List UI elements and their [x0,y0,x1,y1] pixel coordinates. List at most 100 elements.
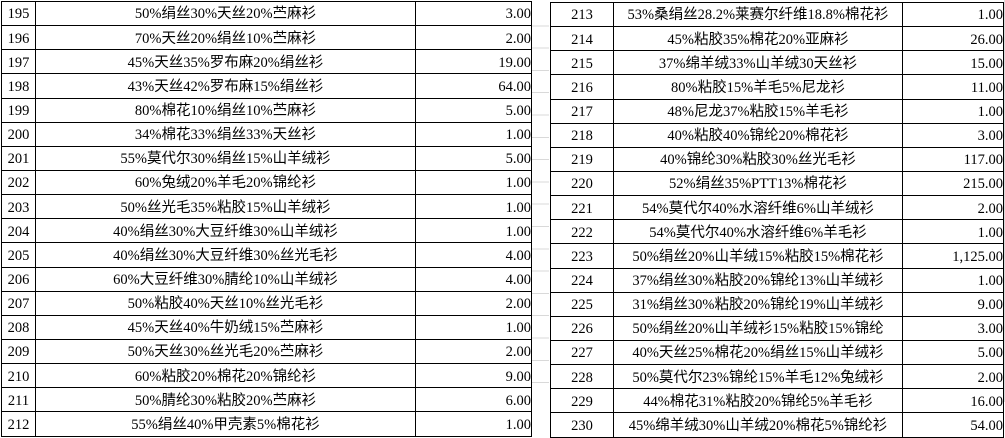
composition-cell[interactable]: 60%粘胶20%棉花20%锦纶衫 [35,363,416,389]
quantity-cell[interactable]: 1.00 [902,1,1004,28]
quantity-cell[interactable]: 54.00 [902,412,1004,438]
quantity-cell[interactable]: 1.00 [415,194,532,220]
row-number-cell[interactable]: 223 [550,243,614,269]
quantity-cell[interactable]: 19.00 [415,49,532,75]
composition-cell[interactable]: 45%绵羊绒30%山羊绒20%棉花5%锦纶衫 [613,412,903,438]
row-number-cell[interactable]: 221 [550,195,614,221]
quantity-cell[interactable]: 9.00 [415,363,532,389]
quantity-cell[interactable]: 1.00 [415,411,532,437]
quantity-cell[interactable]: 4.00 [415,242,532,268]
quantity-cell[interactable]: 6.00 [415,387,532,413]
composition-cell[interactable]: 40%绢丝30%大豆纤维30%丝光毛衫 [35,242,416,268]
composition-cell[interactable]: 52%绢丝35%PTT13%棉花衫 [613,170,903,197]
quantity-cell[interactable]: 5.00 [902,339,1004,366]
composition-cell[interactable]: 31%绢丝30%粘胶20%锦纶19%山羊绒衫 [613,291,903,317]
composition-cell[interactable]: 53%桑绢丝28.2%莱赛尔纤维18.8%棉花衫 [613,1,903,28]
composition-cell[interactable]: 44%棉花31%粘胶20%锦纶5%羊毛衫 [613,388,903,414]
composition-cell[interactable]: 80%粘胶15%羊毛5%尼龙衫 [613,74,903,100]
composition-cell[interactable]: 40%绢丝30%大豆纤维30%山羊绒衫 [35,218,416,244]
quantity-cell[interactable]: 3.00 [415,0,532,27]
row-number-cell[interactable]: 197 [1,49,36,75]
quantity-cell[interactable]: 3.00 [902,315,1004,341]
row-number-cell[interactable]: 205 [1,242,36,268]
composition-cell[interactable]: 50%绢丝30%天丝20%苎麻衫 [35,0,416,27]
quantity-cell[interactable]: 5.00 [415,97,532,123]
row-number-cell[interactable]: 199 [1,97,36,123]
row-number-cell[interactable]: 211 [1,387,36,413]
composition-cell[interactable]: 54%莫代尔40%水溶纤维6%羊毛衫 [613,219,903,245]
composition-cell[interactable]: 40%粘胶40%锦纶20%棉花衫 [613,122,903,148]
quantity-cell[interactable]: 3.00 [902,122,1004,148]
composition-cell[interactable]: 70%天丝20%绢丝10%苎麻衫 [35,25,416,51]
composition-cell[interactable]: 48%尼龙37%粘胶15%羊毛衫 [613,98,903,124]
row-number-cell[interactable]: 214 [550,26,614,52]
row-number-cell[interactable]: 198 [1,73,36,99]
row-number-cell[interactable]: 216 [550,74,614,100]
composition-cell[interactable]: 50%腈纶30%粘胶20%苎麻衫 [35,387,416,413]
row-number-cell[interactable]: 203 [1,194,36,220]
composition-cell[interactable]: 60%兔绒20%羊毛20%锦纶衫 [35,169,416,196]
row-number-cell[interactable]: 229 [550,388,614,414]
quantity-cell[interactable]: 1.00 [415,121,532,147]
quantity-cell[interactable]: 2.00 [415,290,532,316]
row-number-cell[interactable]: 213 [550,1,614,28]
composition-cell[interactable]: 50%粘胶40%天丝10%丝光毛衫 [35,290,416,316]
row-number-cell[interactable]: 219 [550,146,614,172]
row-number-cell[interactable]: 210 [1,363,36,389]
quantity-cell[interactable]: 1.00 [902,219,1004,245]
composition-cell[interactable]: 45%粘胶35%棉花20%亚麻衫 [613,26,903,52]
quantity-cell[interactable]: 11.00 [902,74,1004,100]
row-number-cell[interactable]: 228 [550,364,614,390]
quantity-cell[interactable]: 1.00 [902,98,1004,124]
composition-cell[interactable]: 50%绢丝20%山羊绒衫15%粘胶15%锦纶 [613,315,903,341]
composition-cell[interactable]: 37%绢丝30%粘胶20%锦纶13%山羊绒衫 [613,267,903,293]
row-number-cell[interactable]: 196 [1,25,36,51]
row-number-cell[interactable]: 227 [550,339,614,366]
row-number-cell[interactable]: 225 [550,291,614,317]
composition-cell[interactable]: 50%绢丝20%山羊绒15%粘胶15%棉花衫 [613,243,903,269]
composition-cell[interactable]: 40%天丝25%棉花20%绢丝15%山羊绒衫 [613,339,903,366]
quantity-cell[interactable]: 1.00 [415,169,532,196]
row-number-cell[interactable]: 230 [550,412,614,438]
quantity-cell[interactable]: 2.00 [902,364,1004,390]
quantity-cell[interactable]: 1.00 [415,218,532,244]
quantity-cell[interactable]: 15.00 [902,50,1004,76]
row-number-cell[interactable]: 195 [1,0,36,27]
composition-cell[interactable]: 40%锦纶30%粘胶30%丝光毛衫 [613,146,903,172]
row-number-cell[interactable]: 220 [550,170,614,197]
row-number-cell[interactable]: 209 [1,338,36,365]
row-number-cell[interactable]: 200 [1,121,36,147]
quantity-cell[interactable]: 1.00 [902,267,1004,293]
quantity-cell[interactable]: 117.00 [902,146,1004,172]
quantity-cell[interactable]: 1,125.00 [902,243,1004,269]
quantity-cell[interactable]: 4.00 [415,266,532,292]
row-number-cell[interactable]: 224 [550,267,614,293]
composition-cell[interactable]: 50%天丝30%丝光毛20%苎麻衫 [35,338,416,365]
row-number-cell[interactable]: 208 [1,314,36,340]
row-number-cell[interactable]: 207 [1,290,36,316]
composition-cell[interactable]: 54%莫代尔40%水溶纤维6%山羊绒衫 [613,195,903,221]
quantity-cell[interactable]: 215.00 [902,170,1004,197]
row-number-cell[interactable]: 201 [1,145,36,171]
row-number-cell[interactable]: 204 [1,218,36,244]
quantity-cell[interactable]: 9.00 [902,291,1004,317]
composition-cell[interactable]: 37%绵羊绒33%山羊绒30天丝衫 [613,50,903,76]
composition-cell[interactable]: 34%棉花33%绢丝33%天丝衫 [35,121,416,147]
quantity-cell[interactable]: 26.00 [902,26,1004,52]
row-number-cell[interactable]: 226 [550,315,614,341]
composition-cell[interactable]: 45%天丝35%罗布麻20%绢丝衫 [35,49,416,75]
quantity-cell[interactable]: 1.00 [415,314,532,340]
quantity-cell[interactable]: 2.00 [902,195,1004,221]
quantity-cell[interactable]: 5.00 [415,145,532,171]
row-number-cell[interactable]: 212 [1,411,36,437]
composition-cell[interactable]: 50%莫代尔23%锦纶15%羊毛12%兔绒衫 [613,364,903,390]
composition-cell[interactable]: 60%大豆纤维30%腈纶10%山羊绒衫 [35,266,416,292]
composition-cell[interactable]: 45%天丝40%牛奶绒15%苎麻衫 [35,314,416,340]
row-number-cell[interactable]: 218 [550,122,614,148]
composition-cell[interactable]: 55%绢丝40%甲壳素5%棉花衫 [35,411,416,437]
quantity-cell[interactable]: 16.00 [902,388,1004,414]
row-number-cell[interactable]: 222 [550,219,614,245]
composition-cell[interactable]: 80%棉花10%绢丝10%苎麻衫 [35,97,416,123]
composition-cell[interactable]: 43%天丝42%罗布麻15%绢丝衫 [35,73,416,99]
composition-cell[interactable]: 50%丝光毛35%粘胶15%山羊绒衫 [35,194,416,220]
